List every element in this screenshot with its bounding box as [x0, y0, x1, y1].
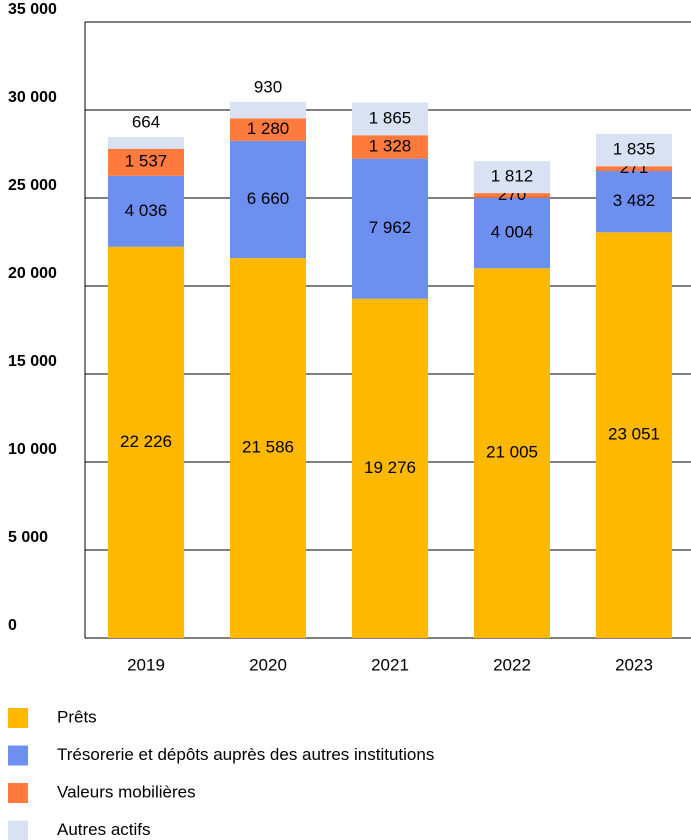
legend-label: Valeurs mobilières: [57, 782, 196, 801]
y-tick-label: 0: [8, 617, 17, 634]
bar-segment: [230, 118, 306, 141]
value-label: 1 280: [247, 119, 290, 138]
value-label: 6 660: [247, 189, 290, 208]
value-label: 23 051: [608, 425, 660, 444]
y-tick-label: 5 000: [8, 529, 48, 546]
bar-segment: [352, 102, 428, 136]
legend-swatch: [8, 708, 28, 728]
value-label: 664: [132, 113, 160, 132]
bar-segment: [108, 148, 184, 176]
value-label: 1 537: [125, 152, 168, 171]
bar-segment: [474, 197, 550, 269]
x-tick-label: 2023: [615, 655, 653, 674]
bar-segment: [596, 171, 672, 233]
value-label: 3 482: [613, 191, 656, 210]
legend-label: Trésorerie et dépôts auprès des autres i…: [57, 745, 434, 764]
bar-segment: [596, 232, 672, 638]
value-label: 22 226: [120, 432, 172, 451]
y-tick-label: 30 000: [8, 89, 57, 106]
bar-segment: [108, 137, 184, 149]
bar-segment: [474, 193, 550, 198]
value-label: 1 812: [491, 167, 534, 186]
value-label: 1 835: [613, 140, 656, 159]
value-label: 4 004: [491, 223, 534, 242]
bar-segment: [352, 298, 428, 638]
bar-segment: [108, 175, 184, 247]
value-label: 21 586: [242, 438, 294, 457]
y-tick-label: 10 000: [8, 441, 57, 458]
bar-segment: [108, 246, 184, 639]
x-tick-label: 2020: [249, 655, 287, 674]
legend-swatch: [8, 820, 28, 840]
bar-segment: [352, 158, 428, 299]
bar-segment: [474, 268, 550, 638]
x-tick-label: 2019: [127, 655, 165, 674]
value-label: 930: [254, 77, 282, 96]
y-tick-label: 25 000: [8, 177, 57, 194]
bar-segment: [352, 135, 428, 159]
value-label: 4 036: [125, 201, 168, 220]
x-tick-label: 2021: [371, 655, 409, 674]
bar-segment: [596, 133, 672, 167]
bar-segment: [230, 258, 306, 638]
value-label: 7 962: [369, 218, 412, 237]
legend-label: Autres actifs: [57, 820, 151, 839]
y-tick-label: 15 000: [8, 353, 57, 370]
legend-swatch: [8, 745, 28, 766]
value-label: 1 865: [369, 108, 412, 127]
y-tick-label: 35 000: [8, 1, 57, 18]
value-label: 21 005: [486, 443, 538, 462]
value-label: 19 276: [364, 458, 416, 477]
y-tick-label: 20 000: [8, 265, 57, 282]
bar-segment: [596, 166, 672, 172]
x-tick-label: 2022: [493, 655, 531, 674]
legend-swatch: [8, 783, 28, 803]
bar-segment: [230, 101, 306, 119]
legend-label: Prêts: [57, 707, 97, 726]
value-label: 1 328: [369, 136, 412, 155]
bar-segment: [474, 161, 550, 194]
bar-segment: [230, 140, 306, 259]
